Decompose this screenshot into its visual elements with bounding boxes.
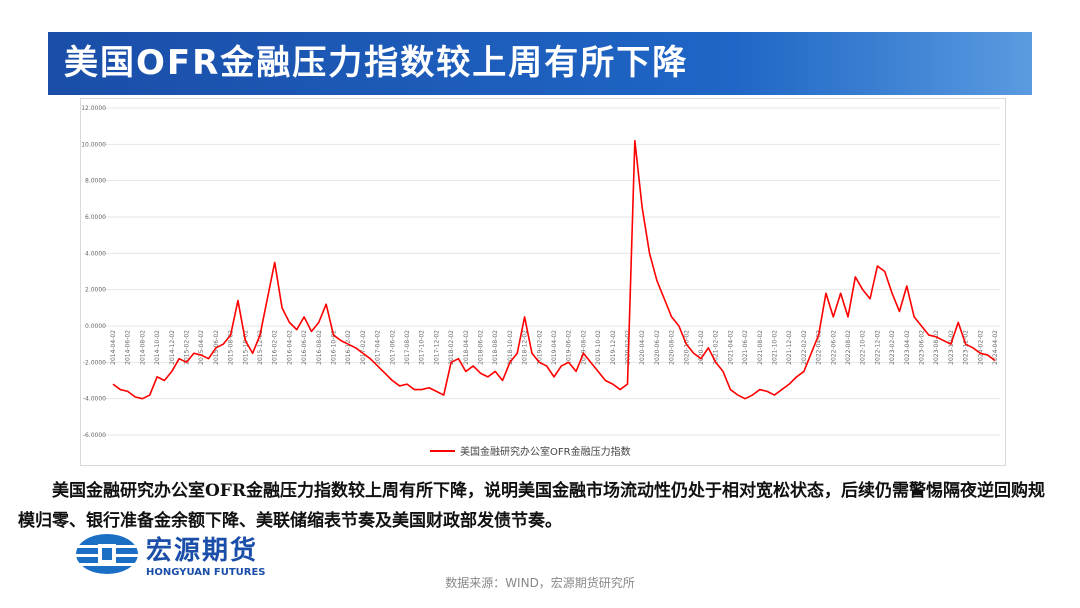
x-tick-label: 2020-12-02 <box>698 330 705 365</box>
x-tick-label: 2022-02-02 <box>801 330 808 365</box>
chart: 美国金融研究办公室OFR金融压力指数 -6.0000 -4.0000 -2.0000… <box>80 98 1006 466</box>
y-tick-label: 10.0000 <box>81 141 106 148</box>
x-tick-label: 2023-12-02 <box>963 330 970 365</box>
x-tick-label: 2018-06-02 <box>478 330 485 365</box>
y-tick-label: 8.0000 <box>85 178 106 185</box>
body-text: 美国金融研究办公室OFR金融压力指数较上周有所下降，说明美国金融市场流动性仍处于… <box>18 481 1046 531</box>
slide-title: 美国OFR金融压力指数较上周有所下降 <box>64 43 689 83</box>
x-tick-label: 2015-02-02 <box>184 330 191 365</box>
x-tick-label: 2020-08-02 <box>669 330 676 365</box>
x-tick-label: 2019-04-02 <box>551 330 558 365</box>
x-tick-label: 2019-02-02 <box>536 330 543 365</box>
logo-name: 宏源期货 <box>146 536 259 566</box>
x-tick-label: 2017-10-02 <box>419 330 426 365</box>
x-tick-label: 2020-06-02 <box>654 330 661 365</box>
x-tick-label: 2018-04-02 <box>463 330 470 365</box>
x-tick-label: 2014-12-02 <box>169 330 176 365</box>
logo-mark <box>74 534 140 574</box>
x-tick-label: 2022-06-02 <box>830 330 837 365</box>
legend-label: 美国金融研究办公室OFR金融压力指数 <box>460 445 631 458</box>
line-series <box>112 139 996 400</box>
x-tick-label: 2016-04-02 <box>286 330 293 365</box>
y-tick-label: -6.0000 <box>83 432 106 439</box>
y-tick-label: 6.0000 <box>85 214 106 221</box>
y-tick-label: -2.0000 <box>83 359 106 366</box>
logo: 宏源期货 HONGYUAN FUTURES <box>74 530 266 578</box>
x-tick-label: 2017-02-02 <box>360 330 367 365</box>
title-banner: 美国OFR金融压力指数较上周有所下降 <box>48 32 1032 95</box>
y-tick-label: -4.0000 <box>83 396 106 403</box>
x-tick-label: 2015-10-02 <box>242 330 249 365</box>
y-tick-label: 4.0000 <box>85 250 106 257</box>
x-tick-label: 2021-10-02 <box>772 330 779 365</box>
x-tick-label: 2018-08-02 <box>492 330 499 365</box>
x-tick-label: 2014-06-02 <box>125 330 132 365</box>
x-tick-label: 2015-08-02 <box>228 330 235 365</box>
x-tick-label: 2016-10-02 <box>331 330 338 365</box>
x-tick-label: 2022-04-02 <box>816 330 823 365</box>
x-tick-label: 2017-12-02 <box>433 330 440 365</box>
x-tick-label: 2017-06-02 <box>389 330 396 365</box>
x-tick-label: 2016-06-02 <box>301 330 308 365</box>
x-tick-label: 2021-08-02 <box>757 330 764 365</box>
x-tick-label: 2018-12-02 <box>522 330 529 365</box>
x-tick-label: 2021-02-02 <box>713 330 720 365</box>
x-tick-label: 2014-04-02 <box>110 330 117 365</box>
x-tick-label: 2014-08-02 <box>139 330 146 365</box>
x-tick-label: 2018-02-02 <box>448 330 455 365</box>
x-tick-label: 2017-08-02 <box>404 330 411 365</box>
x-tick-label: 2023-04-02 <box>904 330 911 365</box>
x-tick-label: 2016-02-02 <box>272 330 279 365</box>
logo-english: HONGYUAN FUTURES <box>146 567 266 578</box>
x-tick-label: 2020-10-02 <box>683 330 690 365</box>
x-tick-label: 2014-10-02 <box>154 330 161 365</box>
x-tick-label: 2015-12-02 <box>257 330 264 365</box>
y-tick-label: 12.0000 <box>81 105 106 112</box>
x-tick-label: 2016-08-02 <box>316 330 323 365</box>
x-tick-label: 2019-08-02 <box>580 330 587 365</box>
x-tick-label: 2023-08-02 <box>933 330 940 365</box>
y-tick-label: 0.0000 <box>85 323 106 330</box>
source-note: 数据来源：WIND，宏源期货研究所 <box>445 576 635 590</box>
x-tick-label: 2015-04-02 <box>198 330 205 365</box>
x-tick-label: 2019-12-02 <box>610 330 617 365</box>
x-tick-label: 2024-02-02 <box>977 330 984 365</box>
x-tick-label: 2024-04-02 <box>992 330 999 365</box>
x-tick-label: 2022-08-02 <box>845 330 852 365</box>
x-tick-label: 2019-10-02 <box>595 330 602 365</box>
x-tick-label: 2023-10-02 <box>948 330 955 365</box>
x-tick-label: 2022-10-02 <box>860 330 867 365</box>
x-tick-label: 2022-12-02 <box>874 330 881 365</box>
x-tick-label: 2019-06-02 <box>566 330 573 365</box>
y-tick-label: 2.0000 <box>85 287 106 294</box>
x-tick-label: 2018-10-02 <box>507 330 514 365</box>
x-tick-label: 2017-04-02 <box>375 330 382 365</box>
x-tick-label: 2023-06-02 <box>919 330 926 365</box>
x-tick-label: 2023-02-02 <box>889 330 896 365</box>
x-tick-label: 2020-04-02 <box>639 330 646 365</box>
x-tick-label: 2021-04-02 <box>727 330 734 365</box>
x-tick-label: 2016-12-02 <box>345 330 352 365</box>
chart-frame <box>80 98 1006 466</box>
x-tick-label: 2021-06-02 <box>742 330 749 365</box>
x-tick-label: 2021-12-02 <box>786 330 793 365</box>
